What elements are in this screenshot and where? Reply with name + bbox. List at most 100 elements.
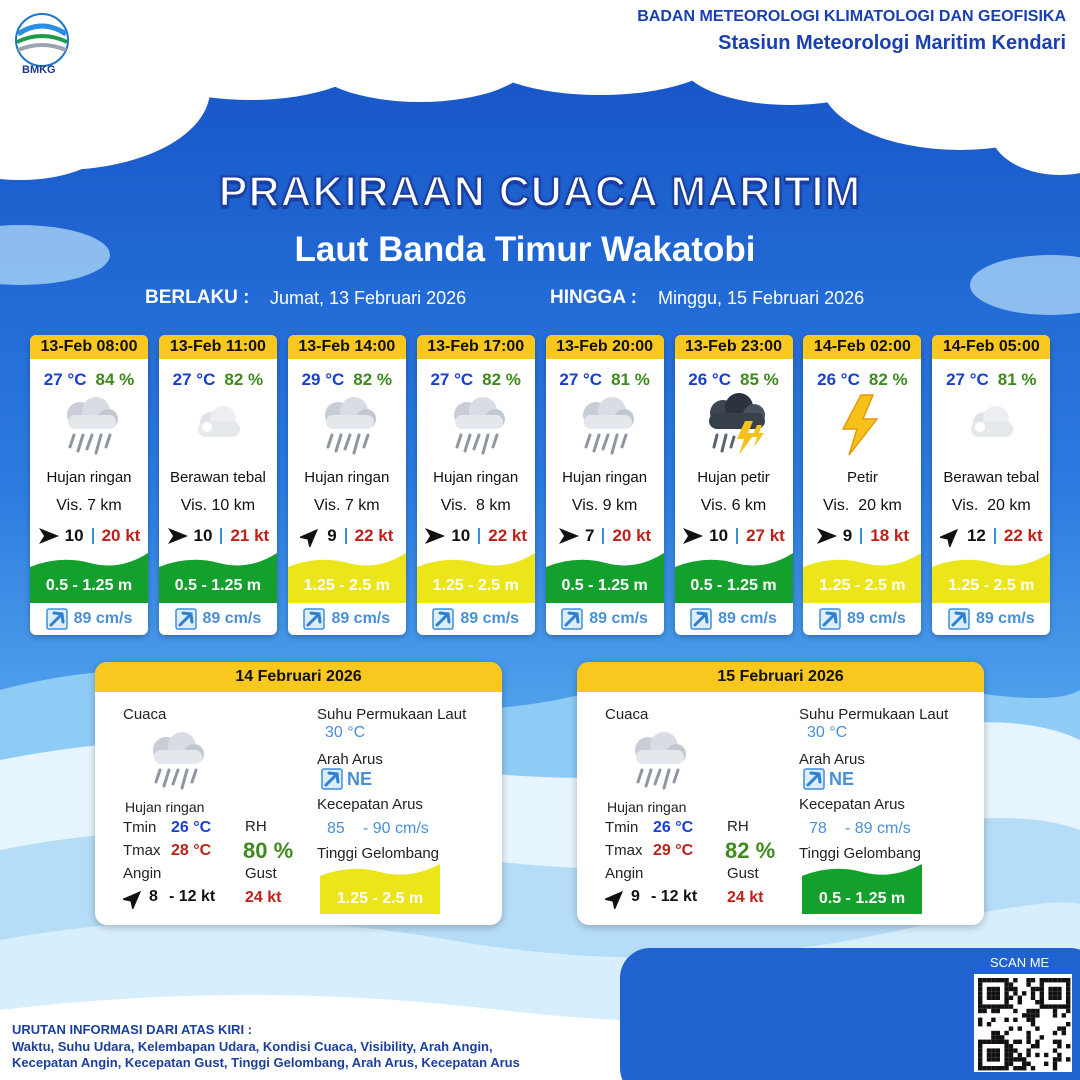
wave-height: 1.25 - 2.5 m [948,577,1035,594]
side-clouds [0,225,1080,315]
qr-module [1004,978,1009,983]
rain-cloud [453,397,505,455]
legend-line: Waktu, Suhu Udara, Kelembapan Udara, Kon… [12,1039,493,1054]
rh-label: RH [245,818,267,835]
qr-module [1017,1039,1022,1044]
qr-module [1035,1000,1040,1005]
daily-summary: 14 Februari 2026 Cuaca Hujan ringan Tmin 26 … [95,662,502,925]
wind-arrow [683,528,704,544]
current-direction-label: Arah Arus [317,751,383,768]
wind-label: Angin [123,865,162,882]
valid-to-label: HINGGA : [550,287,637,308]
qr-module [1008,1061,1014,1066]
temperature: 27 °C [946,370,989,389]
qr-module [1052,1061,1058,1066]
current-row: 89 cm/s [288,608,406,630]
qr-module [1039,1000,1044,1005]
qr-module [1035,1052,1040,1058]
wave-shape [803,553,922,603]
bmkg-logo [15,13,69,67]
qr-module [1000,1066,1005,1071]
forecast-card: 13-Feb 20:00 27 °C 81 % Hujan ringan Vis. 9 … [545,335,664,635]
rain-cloud [324,397,376,455]
current-direction-label: Arah Arus [799,751,865,768]
visibility: Vis. 6 km [700,497,767,514]
wind-arrow-head [425,528,446,544]
wind-row: 9 22 kt [288,525,406,547]
qr-module [1000,1039,1005,1044]
qr-module [1057,1039,1062,1044]
qr-module [978,1000,983,1005]
current-direction: NE [347,769,373,789]
wave-shape [802,864,922,914]
qr-module [1035,1008,1040,1014]
weather-icon [971,406,1014,437]
temperature: 27 °C [559,370,603,389]
qr-module [986,1004,992,1009]
current-row: 89 cm/s [803,608,921,630]
current-arrow-head [951,611,967,627]
wave-fill [674,553,793,603]
gust-label: Gust [727,865,759,882]
cloud [197,406,240,437]
gust: 22 kt [1003,526,1043,545]
qr-module [995,978,1000,983]
wind-arrow-head [300,528,319,547]
wave-height-label: Tinggi Gelombang [317,845,440,862]
visibility: Vis. 20 km [822,497,902,514]
qr-module [982,1066,987,1071]
wind-min: 8 [149,888,158,905]
condition: Hujan ringan [125,799,205,815]
separator [344,528,347,544]
forecast-time: 13-Feb 17:00 [416,335,535,359]
wind-arrow-head [939,528,959,547]
wave-shape [320,864,440,914]
visibility: Vis. 9 km [571,497,638,514]
temp-row: 27 °C 81 % [546,370,664,390]
qr-module [995,1057,1000,1062]
gust: 20 kt [612,526,652,545]
current-arrow [690,608,712,630]
qr-module [1035,1026,1040,1031]
qr-module [1030,995,1036,1000]
qr-module [1004,995,1009,1000]
wave-height: 0.5 - 1.25 m [690,577,777,594]
temp-row: 29 °C 82 % [288,370,406,390]
wave-shape [30,553,148,603]
condition: Hujan ringan [433,469,519,486]
qr-module [1022,1013,1027,1018]
wind-arrow-head [816,528,837,544]
qr-module [1017,1026,1022,1031]
qr-module [1008,1048,1014,1053]
qr-module [1026,1013,1031,1018]
weather-label: Cuaca [605,706,649,723]
qr-module [995,1039,1000,1044]
humidity: 82 % [224,370,264,389]
qr-module [991,1017,996,1022]
temperature: 27 °C [172,370,216,389]
separator [860,528,863,544]
current-arrow-head [806,771,822,787]
weather-label: Cuaca [123,706,167,723]
wind-max: - 12 kt [169,888,216,905]
qr-module [1044,978,1049,983]
current-arrow-head [693,611,709,627]
wave-fill [158,553,277,603]
wave-fill [320,864,440,914]
qr-module [1030,1013,1036,1018]
current-row: 89 cm/s [675,608,793,630]
qr-module [995,1004,1000,1009]
wind-arrow-head [123,890,142,909]
weather-icon [842,394,879,456]
qr-module [1052,1030,1058,1036]
current-max: - 90 cm/s [363,820,429,837]
qr-module [1004,1000,1009,1005]
wave-height: 1.25 - 2.5 m [303,577,390,594]
qr-module [978,1022,983,1027]
condition: Hujan ringan [46,469,132,486]
qr-module [1013,1066,1018,1071]
sst: 30 °C [325,724,366,741]
current-speed: 89 cm/s [202,610,262,627]
qr-module [1026,1052,1031,1058]
